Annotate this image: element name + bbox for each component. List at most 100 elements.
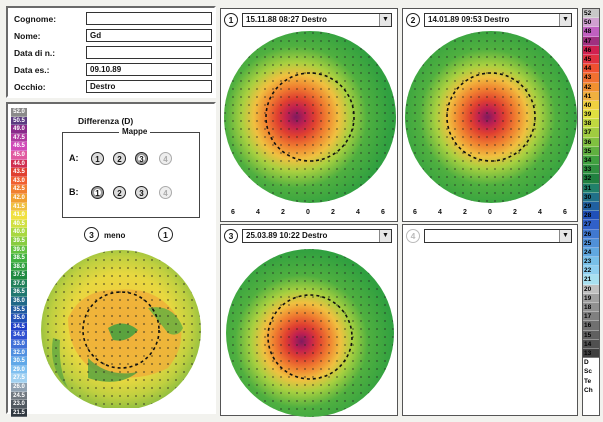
map-panel-2: 2 14.01.89 09:53 Destro ▼ 6 4 2 0 2 4 6 — [402, 8, 578, 222]
scale-step: 26 — [583, 229, 599, 239]
row-b-map-1-radio[interactable]: 1 — [91, 186, 104, 199]
row-a-map-1-radio[interactable]: 1 — [91, 152, 104, 165]
chevron-down-icon[interactable]: ▼ — [379, 14, 391, 26]
scale-step: D — [583, 358, 599, 368]
birthdate-field[interactable] — [86, 46, 212, 59]
map-3-topography — [226, 249, 394, 417]
operand-left-button[interactable]: 3 — [84, 227, 99, 242]
scale-step: 38 — [583, 119, 599, 129]
scale-step: 24 — [583, 247, 599, 258]
map-2-exam-value: 14.01.89 09:53 Destro — [428, 15, 510, 24]
surname-field[interactable] — [86, 12, 212, 25]
scale-step: 52.0 — [11, 108, 27, 117]
axis-tick-label: 2 — [281, 209, 285, 216]
axis-tick-label: 2 — [463, 209, 467, 216]
scale-step: 29.0 — [11, 365, 27, 375]
scale-step: 39.0 — [11, 245, 27, 255]
map-2-axis: 6 4 2 0 2 4 6 — [403, 207, 577, 219]
map-1-axis: 6 4 2 0 2 4 6 — [221, 207, 397, 219]
axis-tick-label: 6 — [413, 209, 417, 216]
eye-label: Occhio: — [14, 82, 46, 92]
row-b-map-3-radio[interactable]: 3 — [135, 186, 148, 199]
exam-date-field[interactable]: 09.10.89 — [86, 63, 212, 76]
map-3-exam-select[interactable]: 25.03.89 10:22 Destro ▼ — [242, 229, 392, 243]
zone-ring — [82, 291, 160, 369]
scale-step: 35 — [583, 146, 599, 156]
scale-step: 46.5 — [11, 142, 27, 151]
scale-step: 42.5 — [11, 185, 27, 194]
map-1-header: 1 15.11.88 08:27 Destro ▼ — [224, 13, 394, 29]
scale-step: 25 — [583, 238, 599, 248]
scale-step: Sc — [583, 367, 599, 377]
scale-step: 13 — [583, 348, 599, 359]
map-1-exam-select[interactable]: 15.11.88 08:27 Destro ▼ — [242, 13, 392, 27]
scale-step: 45 — [583, 54, 599, 65]
scale-step: 50 — [583, 18, 599, 28]
chevron-down-icon[interactable]: ▼ — [379, 230, 391, 242]
name-row: Nome: Gd — [14, 29, 212, 43]
row-a-map-4-radio[interactable]: 4 — [159, 152, 172, 165]
row-a-map-2-radio[interactable]: 2 — [113, 152, 126, 165]
scale-step: Ch — [583, 385, 599, 395]
scale-step: 34.5 — [11, 322, 27, 332]
scale-step: 19 — [583, 293, 599, 303]
axis-tick-label: 4 — [438, 209, 442, 216]
scale-step: 34 — [583, 156, 599, 166]
scale-step: 21.5 — [11, 408, 27, 418]
scale-step: 38.5 — [11, 254, 27, 263]
row-b-map-2-radio[interactable]: 2 — [113, 186, 126, 199]
exam-date-row: Data es.: 09.10.89 — [14, 63, 212, 77]
map-2-topography — [405, 31, 577, 203]
scale-step: 37.0 — [11, 279, 27, 289]
scale-step: 41.5 — [11, 202, 27, 212]
map-3-header: 3 25.03.89 10:22 Destro ▼ — [224, 229, 394, 245]
chevron-down-icon[interactable]: ▼ — [559, 230, 571, 242]
scale-step: 43.5 — [11, 168, 27, 177]
map-panel-1: 1 15.11.88 08:27 Destro ▼ 6 4 2 0 2 4 6 — [220, 8, 398, 222]
map-1-topography — [224, 31, 396, 203]
scale-step: 38.0 — [11, 262, 27, 272]
map-4-header: 4 ▼ — [406, 229, 574, 245]
scale-step: 33 — [583, 165, 599, 175]
scale-step: 41 — [583, 91, 599, 101]
scale-step: 36.0 — [11, 297, 27, 306]
scale-step: 44.0 — [11, 159, 27, 169]
map-panel-4: 4 ▼ — [402, 224, 578, 416]
chevron-down-icon[interactable]: ▼ — [559, 14, 571, 26]
scale-step: 33.0 — [11, 340, 27, 349]
map-2-header: 2 14.01.89 09:53 Destro ▼ — [406, 13, 574, 29]
name-field[interactable]: Gd — [86, 29, 212, 42]
birthdate-row: Data di n.: — [14, 46, 212, 60]
scale-step: 39.5 — [11, 236, 27, 246]
row-b-map-4-radio[interactable]: 4 — [159, 186, 172, 199]
surname-row: Cognome: — [14, 12, 212, 26]
scale-step: 23 — [583, 257, 599, 267]
scale-step: 32.0 — [11, 348, 27, 358]
scale-step: 45.0 — [11, 150, 27, 160]
scale-step: 29 — [583, 201, 599, 212]
scale-step: 37.5 — [11, 271, 27, 280]
row-b-label: B: — [69, 187, 79, 197]
scale-step: 40.5 — [11, 219, 27, 229]
scale-step: 23.0 — [11, 400, 27, 409]
scale-step: 28 — [583, 211, 599, 221]
right-color-scale: 52 50 48 47 46 45 44 43 42 41 40 39 38 37 36 35 34 33 32 31… — [582, 8, 600, 416]
scale-step: 32 — [583, 174, 599, 184]
scale-step: 27 — [583, 220, 599, 230]
scale-step: 35.0 — [11, 314, 27, 323]
scale-step: 17 — [583, 312, 599, 322]
map-4-number: 4 — [406, 229, 420, 243]
map-4-exam-select[interactable]: ▼ — [424, 229, 572, 243]
map-2-exam-select[interactable]: 14.01.89 09:53 Destro ▼ — [424, 13, 572, 27]
eye-field[interactable]: Destro — [86, 80, 212, 93]
birthdate-label: Data di n.: — [14, 48, 56, 58]
scale-step: 39 — [583, 110, 599, 120]
row-a-map-3-radio[interactable]: 3 — [135, 152, 148, 165]
difference-title: Differenza (D) — [78, 116, 134, 126]
axis-tick-label: 4 — [538, 209, 542, 216]
operand-right-button[interactable]: 1 — [158, 227, 173, 242]
eye-row: Occhio: Destro — [14, 80, 212, 94]
scale-step: 35.5 — [11, 305, 27, 315]
scale-step: 36.5 — [11, 288, 27, 298]
scale-step: 21 — [583, 275, 599, 285]
